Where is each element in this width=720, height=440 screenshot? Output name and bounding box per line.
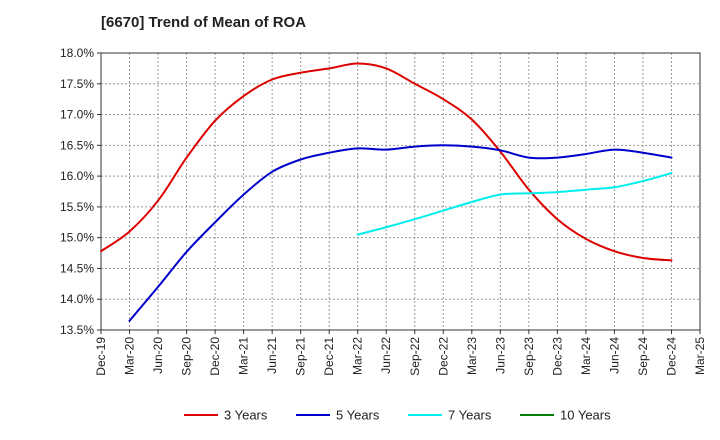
series-layer: [100, 62, 673, 322]
legend-label-5-years: 5 Years: [336, 408, 380, 423]
x-tick-label: Jun-20: [151, 337, 165, 374]
x-tick-label: Sep-21: [294, 337, 308, 376]
x-tick-label: Dec-21: [322, 337, 336, 376]
series-line-5-years: [128, 144, 673, 322]
x-tick-label: Sep-24: [636, 337, 650, 376]
y-axis: 13.5% 14.0% 14.5% 15.0% 15.5% 16.0% 16.5% 17.0%…: [60, 46, 101, 337]
x-tick-label: Dec-20: [208, 337, 222, 376]
x-tick-label: Mar-25: [693, 337, 707, 375]
y-tick-label: 17.5%: [60, 77, 94, 91]
y-tick-label: 14.5%: [60, 261, 94, 275]
legend: 3 Years 5 Years 7 Years 10 Years: [184, 408, 611, 423]
legend-label-10-years: 10 Years: [560, 408, 611, 423]
series-line-7-years: [356, 172, 673, 236]
legend-label-7-years: 7 Years: [448, 408, 492, 423]
chart-title: [6670] Trend of Mean of ROA: [101, 14, 307, 31]
x-tick-label: Jun-24: [607, 337, 621, 374]
y-tick-label: 18.0%: [60, 46, 94, 60]
x-tick-label: Sep-23: [522, 337, 536, 376]
x-tick-label: Sep-22: [408, 337, 422, 376]
x-tick-label: Jun-21: [265, 337, 279, 374]
x-tick-label: Mar-24: [579, 337, 593, 375]
y-tick-label: 16.5%: [60, 138, 94, 152]
y-tick-label: 16.0%: [60, 169, 94, 183]
series-line-3-years: [100, 62, 673, 262]
y-tick-label: 13.5%: [60, 323, 94, 337]
x-tick-label: Mar-20: [123, 337, 137, 375]
y-tick-label: 15.5%: [60, 200, 94, 214]
x-tick-label: Mar-21: [237, 337, 251, 375]
x-tick-label: Mar-22: [351, 337, 365, 375]
x-axis: Dec-19 Mar-20 Jun-20 Sep-20 Dec-20 Mar-21 Jun-…: [94, 330, 707, 376]
x-tick-label: Dec-22: [436, 337, 450, 376]
grid-layer: [101, 53, 700, 330]
legend-label-3-years: 3 Years: [224, 408, 268, 423]
y-tick-label: 15.0%: [60, 231, 94, 245]
plot-area: [100, 52, 701, 331]
x-tick-label: Dec-23: [550, 337, 564, 376]
y-tick-label: 17.0%: [60, 108, 94, 122]
y-tick-label: 14.0%: [60, 292, 94, 306]
x-tick-label: Jun-23: [493, 337, 507, 374]
x-tick-label: Jun-22: [379, 337, 393, 374]
x-tick-label: Mar-23: [465, 337, 479, 375]
x-tick-label: Dec-19: [94, 337, 108, 376]
x-tick-label: Sep-20: [180, 337, 194, 376]
x-tick-label: Dec-24: [664, 337, 678, 376]
